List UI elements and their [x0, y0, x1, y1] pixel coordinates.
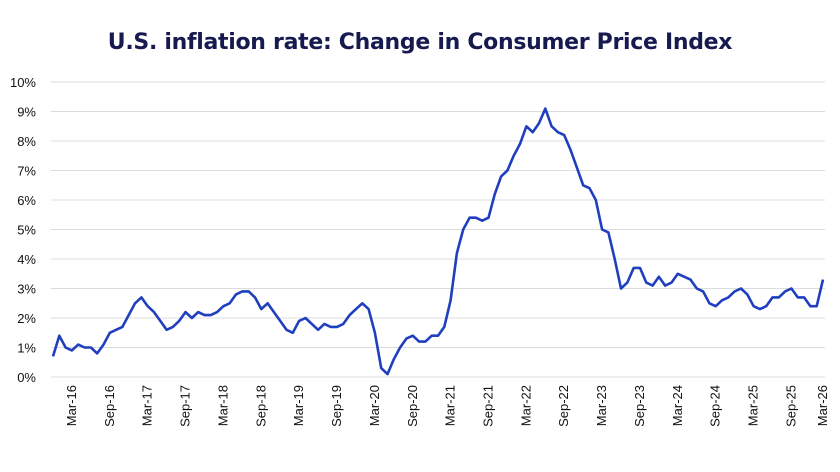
x-axis-ticks: Mar-16 Sep-16 Mar-17 Sep-17 Mar-18 Sep-18 Mar-…: [64, 385, 830, 427]
x-tick-label: Mar-23: [594, 385, 609, 426]
x-tick-label: Sep-17: [178, 385, 193, 427]
x-tick-label: Mar-22: [518, 385, 533, 426]
y-tick-label: 4%: [17, 252, 36, 267]
x-tick-label: Mar-25: [746, 385, 761, 426]
x-tick-label: Sep-16: [102, 385, 117, 427]
y-tick-label: 1%: [17, 341, 36, 356]
x-tick-label: Mar-21: [443, 385, 458, 426]
x-tick-label: Sep-21: [480, 385, 495, 427]
y-tick-label: 6%: [17, 193, 36, 208]
y-tick-label: 9%: [17, 105, 36, 120]
y-tick-label: 3%: [17, 282, 36, 297]
x-tick-label: Mar-24: [670, 385, 685, 426]
x-tick-label: Mar-18: [215, 385, 230, 426]
chart-title: U.S. inflation rate: Change in Consumer …: [107, 30, 733, 55]
gridlines: [51, 81, 825, 378]
cpi-line: [51, 107, 825, 376]
x-tick-label: Mar-19: [291, 385, 306, 426]
y-axis-ticks: 0% 1% 2% 3% 4% 5% 6% 7% 8% 9% 10%: [10, 75, 36, 385]
y-tick-label: 10%: [10, 75, 36, 90]
x-tick-label: Mar-26: [815, 385, 830, 426]
y-tick-label: 5%: [17, 223, 36, 238]
x-tick-label: Sep-22: [556, 385, 571, 427]
y-tick-label: 7%: [17, 164, 36, 179]
x-tick-label: Sep-24: [708, 385, 723, 427]
y-tick-label: 0%: [17, 370, 36, 385]
x-tick-label: Sep-20: [405, 385, 420, 427]
x-tick-label: Mar-20: [367, 385, 382, 426]
x-tick-label: Sep-25: [783, 385, 798, 427]
x-tick-label: Sep-18: [253, 385, 268, 427]
x-tick-label: Mar-17: [140, 385, 155, 426]
y-tick-label: 8%: [17, 134, 36, 149]
x-tick-label: Mar-16: [64, 385, 79, 426]
y-tick-label: 2%: [17, 311, 36, 326]
x-tick-label: Sep-23: [632, 385, 647, 427]
x-tick-label: Sep-19: [329, 385, 344, 427]
series: [51, 107, 825, 376]
